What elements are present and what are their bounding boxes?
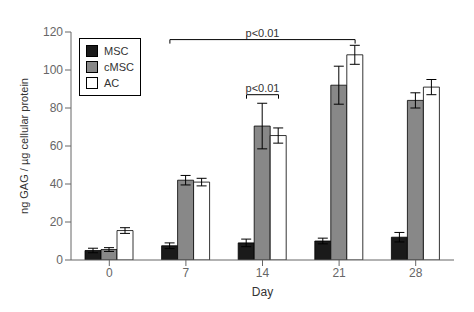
svg-text:0: 0: [106, 266, 113, 280]
svg-text:28: 28: [409, 266, 423, 280]
svg-text:0: 0: [56, 253, 63, 267]
svg-text:p<0.01: p<0.01: [246, 82, 280, 94]
html-text:cMSC: cMSC: [104, 61, 134, 73]
svg-text:ng GAG / µg cellular protein: ng GAG / µg cellular protein: [18, 78, 30, 214]
svg-text:80: 80: [50, 101, 64, 115]
svg-text:40: 40: [50, 177, 64, 191]
html-text:MSC: MSC: [104, 45, 129, 57]
svg-text:60: 60: [50, 139, 64, 153]
html-text:AC: AC: [104, 77, 120, 89]
svg-text:Day: Day: [252, 285, 273, 299]
svg-text:14: 14: [256, 266, 270, 280]
svg-text:100: 100: [43, 63, 63, 77]
svg-text:21: 21: [332, 266, 346, 280]
svg-text:20: 20: [50, 215, 64, 229]
svg-text:7: 7: [183, 266, 190, 280]
svg-text:p<0.01: p<0.01: [246, 27, 280, 39]
svg-text:120: 120: [43, 25, 63, 39]
